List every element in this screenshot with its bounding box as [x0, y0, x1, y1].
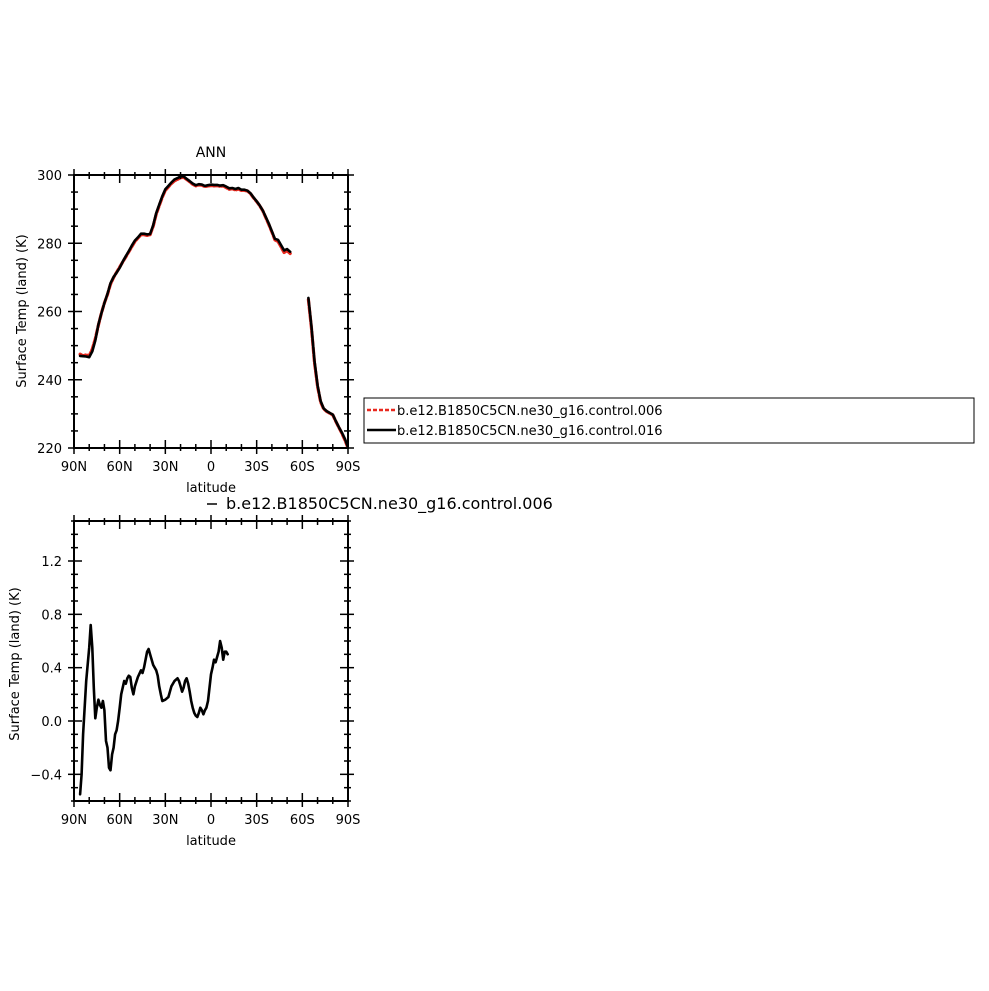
top-panel-xlabel: latitude	[186, 481, 236, 496]
bottom-panel-ylabel: Surface Temp (land) (K)	[8, 587, 23, 740]
bottom-panel-xlabel: latitude	[186, 834, 236, 849]
series-line-0-0-seg1	[306, 298, 348, 448]
x-tick-label: 60N	[107, 813, 133, 828]
legend-label-006: b.e12.B1850C5CN.ne30_g16.control.006	[397, 404, 663, 419]
top-panel-ylabel: Surface Temp (land) (K)	[15, 234, 30, 387]
y-tick-label: 240	[37, 374, 62, 389]
y-tick-label: 0.0	[41, 715, 62, 730]
top-panel-ticks: 90N 60N 30N 0 30S 60S 90S 220 240 260 280 300	[37, 169, 360, 475]
top-panel-series-layer	[78, 175, 348, 448]
top-panel: ANN 90N 60N 30N 0 30S 60S 90S 220 240 260 280 300 l…	[15, 145, 360, 496]
x-tick-label: 90S	[336, 460, 361, 475]
series-line-1-0-seg0	[78, 623, 229, 796]
x-tick-label: 60S	[290, 813, 315, 828]
series-line-0-1-seg1	[307, 296, 348, 448]
top-panel-frame	[73, 174, 349, 449]
bottom-panel-title: b.e12.B1850C5CN.ne30_g16.control.006	[226, 494, 553, 514]
top-panel-title: ANN	[196, 145, 227, 161]
x-tick-label: 90N	[61, 813, 87, 828]
x-tick-label: 30S	[244, 460, 269, 475]
x-tick-label: 90N	[61, 460, 87, 475]
legend: b.e12.B1850C5CN.ne30_g16.control.006 b.e…	[363, 397, 975, 444]
y-tick-label: 280	[37, 237, 62, 252]
legend-box	[363, 397, 975, 444]
x-tick-label: 60S	[290, 460, 315, 475]
series-line-0-1-seg0	[78, 175, 292, 359]
bottom-panel-frame	[73, 520, 349, 802]
bottom-panel-series-layer	[78, 623, 229, 796]
x-tick-label: 0	[207, 460, 215, 475]
y-tick-label: 260	[37, 306, 62, 321]
y-tick-label: 220	[37, 442, 62, 457]
y-tick-label: 0.8	[41, 608, 62, 623]
bottom-panel-ticks: 90N 60N 30N 0 30S 60S 90S −0.4 0.0 0.4 0.8 1.2	[30, 515, 360, 828]
y-tick-label: 300	[37, 169, 62, 184]
x-tick-label: 30S	[244, 813, 269, 828]
y-tick-label: 0.4	[41, 662, 62, 677]
y-tick-label: 1.2	[41, 555, 62, 570]
x-tick-label: 60N	[107, 460, 133, 475]
bottom-panel: b.e12.B1850C5CN.ne30_g16.control.006 90N…	[8, 494, 553, 849]
x-tick-label: 0	[207, 813, 215, 828]
x-tick-label: 30N	[152, 460, 178, 475]
x-tick-label: 30N	[152, 813, 178, 828]
y-tick-label: −0.4	[30, 768, 62, 783]
legend-label-016: b.e12.B1850C5CN.ne30_g16.control.016	[397, 424, 663, 439]
x-tick-label: 90S	[336, 813, 361, 828]
